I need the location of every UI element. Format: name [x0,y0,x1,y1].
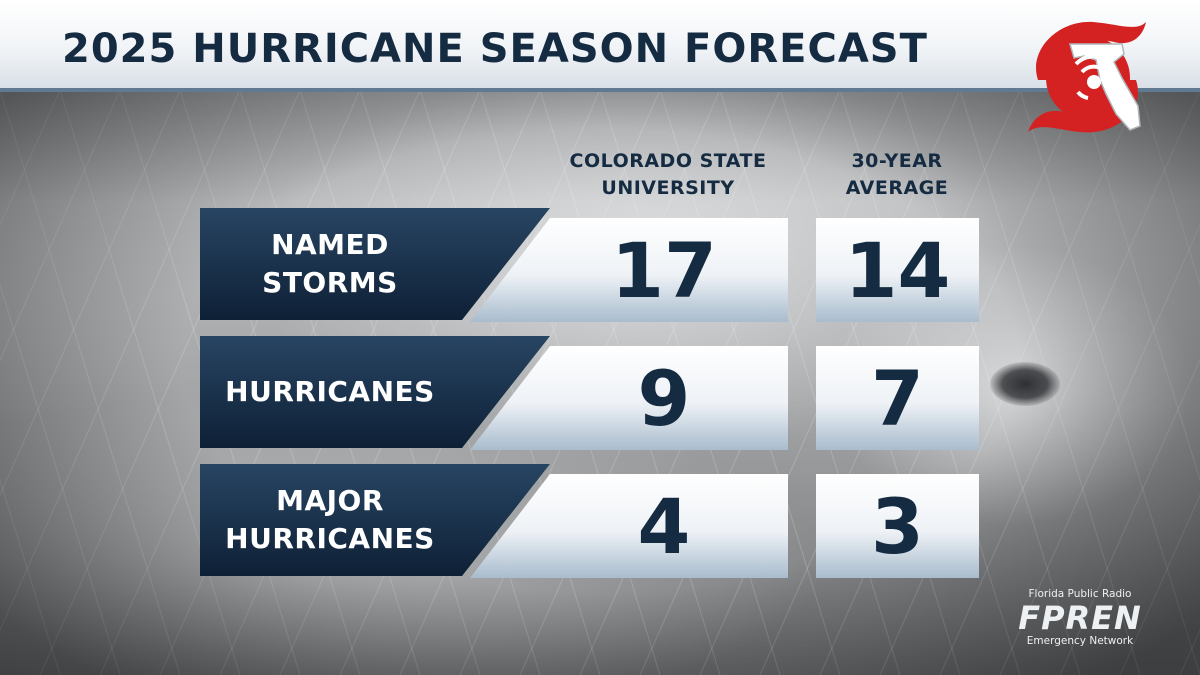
row-label-line2: HURRICANES [225,522,435,555]
column-header-average-line2: AVERAGE [845,177,949,199]
column-header-average: 30-YEAR AVERAGE [816,148,978,202]
average-named-storms-value: 14 [844,225,951,315]
average-major-hurricanes-value: 3 [871,481,924,571]
column-header-csu-line2: UNIVERSITY [601,177,735,199]
row-label-hurricanes: HURRICANES [200,336,550,448]
average-value-cell: 3 [816,474,979,578]
column-header-csu: COLORADO STATE UNIVERSITY [548,148,788,202]
row-label-line1: NAMED [271,228,389,261]
row-label-major-hurricanes: MAJOR HURRICANES [200,464,550,576]
row-label-text: NAMED STORMS [200,208,460,320]
page-title: 2025 HURRICANE SEASON FORECAST [62,26,928,72]
fpren-brand: FPREN [1018,599,1142,637]
title-bar: 2025 HURRICANE SEASON FORECAST [0,0,1200,92]
average-value-cell: 7 [816,346,979,450]
row-label-text: MAJOR HURRICANES [200,464,460,576]
column-header-average-line1: 30-YEAR [851,150,943,172]
fpren-logo: Florida Public Radio FPREN Emergency Net… [1010,588,1150,648]
row-label-text: HURRICANES [200,336,460,448]
csu-named-storms-value: 17 [611,225,717,315]
fpren-line1: Florida Public Radio [1028,588,1132,600]
column-header-csu-line1: COLORADO STATE [569,150,767,172]
csu-hurricanes-value: 9 [637,353,691,443]
row-label-named-storms: NAMED STORMS [200,208,550,320]
average-value-cell: 14 [816,218,979,322]
row-label-line1: HURRICANES [225,375,435,408]
csu-major-hurricanes-value: 4 [637,481,691,571]
row-label-line2: STORMS [262,266,398,299]
fpren-line2: Emergency Network [1026,635,1134,647]
average-hurricanes-value: 7 [871,353,924,443]
hurricane-eye [990,362,1060,406]
row-label-line1: MAJOR [276,484,384,517]
florida-hurricane-logo-icon [1028,21,1146,133]
